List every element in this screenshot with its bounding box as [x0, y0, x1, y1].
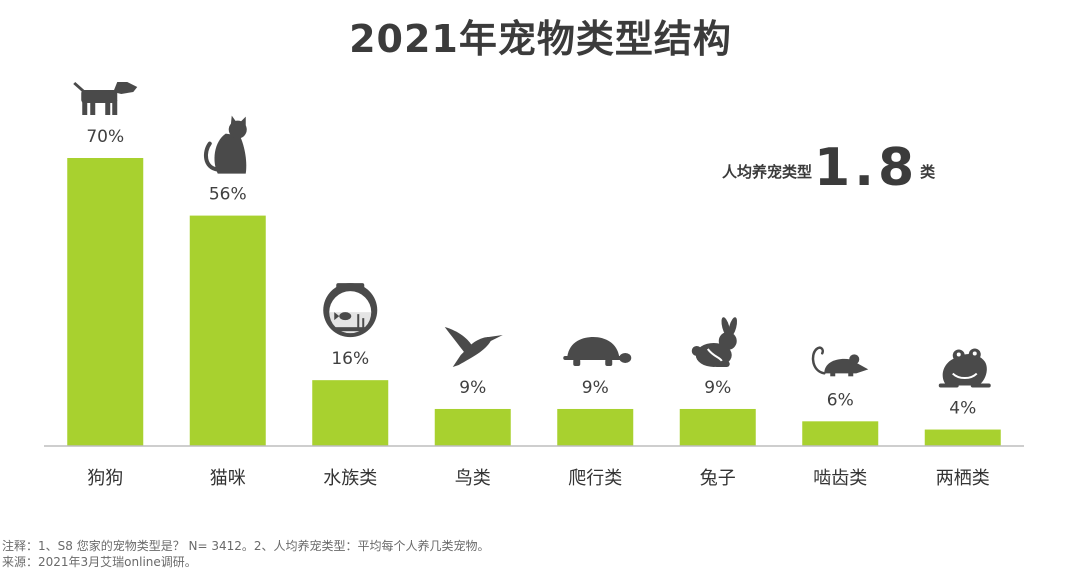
bar-1 [67, 158, 144, 446]
value-label: 4% [949, 399, 976, 419]
bar-2 [189, 215, 266, 446]
cat-icon [203, 115, 247, 174]
frog-icon [938, 348, 991, 388]
category-label: 猫咪 [210, 468, 246, 489]
footnote-note: 注释：1、S8 您家的宠物类型是？ N= 3412。2、人均养宠类型：平均每个人… [2, 539, 490, 553]
bar-6 [679, 408, 756, 446]
mouse-icon [811, 346, 869, 377]
bar-3 [312, 380, 389, 446]
bar-5 [557, 408, 634, 446]
value-label: 16% [331, 349, 369, 369]
average-callout: 人均养宠类型 1.8 类 [722, 134, 935, 194]
category-label: 狗狗 [87, 468, 123, 489]
category-label: 兔子 [700, 468, 736, 489]
footnotes: 注释：1、S8 您家的宠物类型是？ N= 3412。2、人均养宠类型：平均每个人… [2, 538, 490, 570]
average-label: 人均养宠类型 [722, 163, 813, 181]
bar-4 [434, 408, 511, 446]
category-label: 水族类 [323, 468, 377, 489]
dog-icon [73, 82, 138, 115]
category-label: 鸟类 [455, 468, 491, 489]
bird-icon [444, 326, 503, 367]
footnote-source: 来源：2021年3月艾瑞online调研。 [2, 555, 197, 569]
chart-title: 2021年宠物类型结构 [349, 17, 732, 61]
value-label: 9% [582, 378, 609, 398]
turtle-icon [563, 336, 632, 366]
category-label: 爬行类 [568, 468, 622, 489]
value-label: 9% [704, 378, 731, 398]
value-label: 6% [827, 390, 854, 410]
rabbit-icon [691, 317, 738, 367]
value-label: 56% [209, 185, 247, 205]
category-label: 啮齿类 [813, 468, 867, 489]
category-label: 两栖类 [936, 468, 990, 489]
bar-8 [924, 429, 1001, 446]
fishbowl-icon [323, 283, 378, 338]
average-unit: 类 [920, 163, 936, 181]
average-value: 1.8 [814, 138, 919, 198]
value-label: 9% [459, 378, 486, 398]
bar-7 [802, 421, 879, 446]
value-label: 70% [86, 127, 124, 147]
